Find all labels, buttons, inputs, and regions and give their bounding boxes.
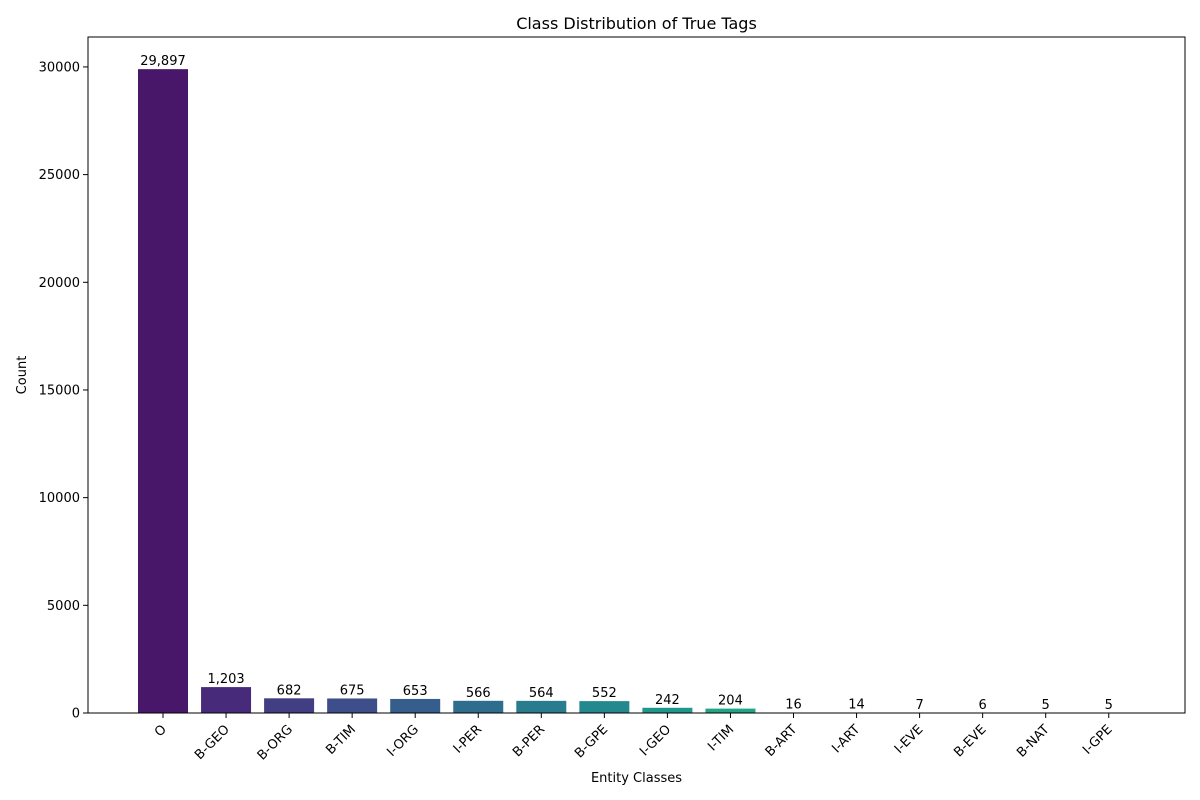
x-tick-label-i-geo: I-GEO (637, 722, 674, 759)
x-axis: O B-GEO B-ORG B-TIM I-ORG I-PER B-PER B-GPE I-GE… (152, 713, 1116, 763)
bars-group (138, 69, 1134, 713)
bar-b-geo (201, 687, 252, 713)
y-tick-label: 5000 (47, 599, 80, 614)
value-label-b-nat: 5 (1042, 698, 1050, 713)
value-label-b-org: 682 (277, 683, 302, 698)
bar-i-tim (705, 708, 756, 713)
value-label-i-tim: 204 (718, 694, 743, 709)
value-label-i-eve: 7 (915, 698, 923, 713)
x-tick-label-b-eve: B-EVE (951, 722, 989, 760)
value-label-b-gpe: 552 (592, 686, 617, 701)
value-label-i-per: 566 (466, 686, 491, 701)
y-tick-label: 0 (72, 707, 80, 722)
value-label-b-per: 564 (529, 686, 554, 701)
x-tick-label-i-gpe: I-GPE (1080, 722, 1115, 757)
value-label-b-art: 16 (785, 698, 802, 713)
x-tick-label-i-tim: I-TIM (705, 722, 737, 754)
value-label-i-art: 14 (848, 698, 865, 713)
bar-b-per (516, 700, 567, 713)
x-tick-label-b-nat: B-NAT (1014, 722, 1052, 760)
y-tick-label: 25000 (39, 168, 80, 183)
chart-title: Class Distribution of True Tags (516, 14, 757, 33)
bar-b-gpe (579, 701, 630, 713)
x-tick-label-i-per: I-PER (451, 722, 485, 756)
value-label-o: 29,897 (140, 54, 186, 69)
x-tick-label-i-art: I-ART (829, 722, 863, 756)
bar-b-org (264, 698, 315, 713)
value-label-i-gpe: 5 (1105, 698, 1113, 713)
value-label-b-tim: 675 (340, 683, 365, 698)
x-tick-label-b-per: B-PER (510, 722, 548, 760)
x-tick-label-b-art: B-ART (763, 722, 801, 760)
value-label-b-geo: 1,203 (207, 672, 244, 687)
y-axis: 0 5000 10000 15000 20000 25000 30000 (39, 60, 88, 722)
x-axis-title: Entity Classes (591, 771, 682, 786)
x-tick-label-b-org: B-ORG (255, 722, 296, 763)
y-tick-label: 20000 (39, 276, 80, 291)
y-tick-label: 30000 (39, 60, 80, 75)
x-tick-label-o: O (152, 722, 170, 740)
value-label-i-geo: 242 (655, 693, 680, 708)
value-labels-group: 29,897 1,203 682 675 653 566 564 552 242 204 16 14 7… (140, 54, 1113, 713)
bar-o (138, 69, 188, 713)
bar-b-tim (327, 698, 378, 713)
x-tick-label-b-gpe: B-GPE (572, 722, 611, 761)
x-tick-label-b-geo: B-GEO (192, 722, 233, 763)
bar-i-geo (642, 707, 693, 713)
value-label-b-eve: 6 (979, 698, 987, 713)
bar-i-org (390, 698, 441, 713)
x-tick-label-i-org: I-ORG (384, 722, 422, 760)
value-label-i-org: 653 (403, 684, 428, 699)
plot-frame (87, 36, 1186, 714)
x-tick-label-i-eve: I-EVE (892, 722, 927, 757)
y-tick-label: 10000 (39, 491, 80, 506)
y-tick-label: 15000 (39, 383, 80, 398)
x-tick-label-b-tim: B-TIM (323, 722, 359, 758)
y-axis-title: Count (15, 356, 30, 395)
bar-i-per (453, 700, 504, 713)
